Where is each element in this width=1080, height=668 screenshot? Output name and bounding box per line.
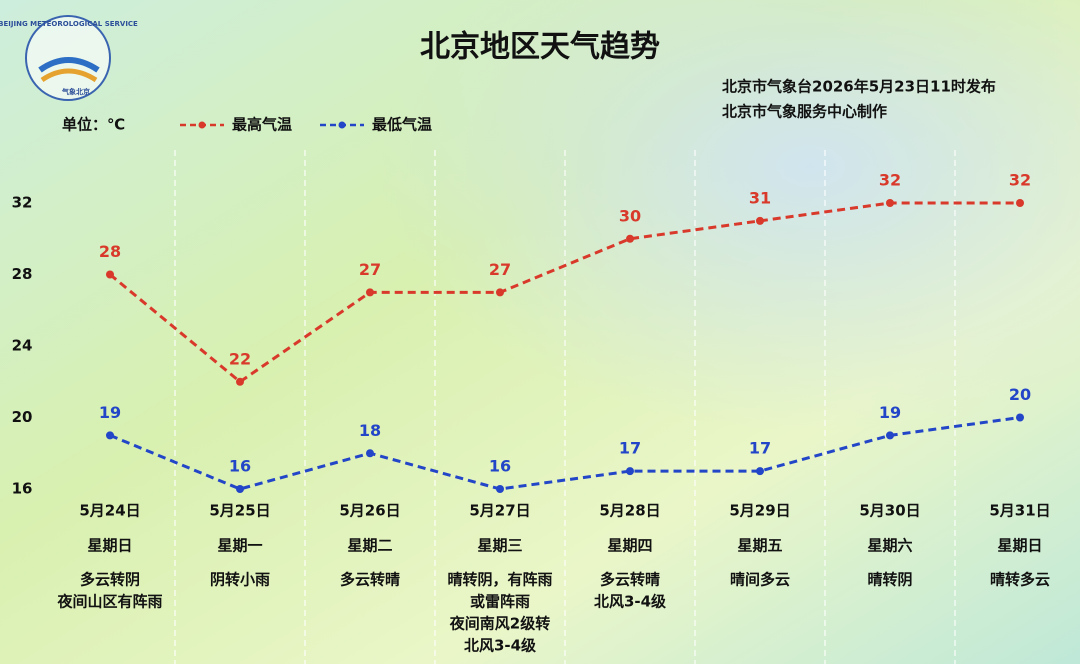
weather-text: 晴间多云 [730,571,790,589]
weather-text: 阴转小雨 [210,571,270,589]
data-label: 27 [489,260,511,279]
x-tick-label: 5月26日 [339,502,400,520]
x-tick-label: 5月25日 [209,502,270,520]
logo-text: BEIJING METEOROLOGICAL SERVICE [0,20,138,28]
data-label: 32 [1009,171,1031,190]
data-label: 16 [489,457,511,476]
weekday: 星期二 [347,537,392,555]
weekday: 星期日 [997,537,1042,555]
x-tick-label: 5月31日 [989,502,1050,520]
series-line [109,201,1020,384]
data-label: 30 [619,206,641,225]
publisher: 北京市气象台2026年5月23日11时发布 [722,78,996,96]
y-tick-label: 32 [12,194,33,212]
data-label: 16 [229,457,251,476]
y-tick-label: 24 [12,337,33,355]
y-tick-label: 16 [12,480,33,498]
data-point [236,377,244,386]
legend-marker [198,121,206,129]
data-point [496,288,504,297]
x-tick-label: 5月24日 [79,502,140,520]
logo-text: 气象北京 [61,87,90,96]
weather-text: 或雷阵雨 [470,593,530,611]
data-label: 19 [99,403,121,422]
weekday: 星期四 [607,537,652,555]
publisher: 北京市气象服务中心制作 [722,103,887,121]
data-label: 19 [879,403,901,422]
data-point [756,467,764,476]
data-point [236,485,244,493]
data-label: 31 [749,188,771,207]
data-point [626,467,634,476]
legend-label: 最低气温 [372,116,432,134]
x-tick-label: 5月30日 [859,502,920,520]
legend-label: 最高气温 [232,116,292,134]
weather-text: 多云转晴 [340,571,400,589]
data-label: 32 [879,171,901,190]
data-point [1016,199,1024,207]
data-point [756,216,764,225]
data-label: 28 [99,242,121,261]
data-label: 20 [1009,385,1031,404]
y-tick-label: 20 [12,408,33,426]
data-point [366,449,374,458]
x-tick-label: 5月28日 [599,502,660,520]
data-label: 17 [749,439,771,458]
logo: BEIJING METEOROLOGICAL SERVICE 气象北京 [0,15,138,101]
data-point [366,288,374,297]
weather-text: 多云转晴 [600,571,660,589]
data-label: 22 [229,349,251,368]
weather-text: 夜间南风2级转 [449,615,550,633]
data-label: 18 [359,421,381,440]
data-point [496,485,504,493]
data-point [886,431,894,440]
weather-text: 北风3-4级 [464,637,537,655]
y-tick-label: 28 [12,265,33,283]
data-point [106,431,114,440]
weekday: 星期五 [737,537,782,555]
weather-text: 晴转多云 [990,571,1050,589]
data-point [106,270,114,279]
weather-text: 晴转阴 [867,571,912,589]
series-line [109,416,1021,491]
data-point [886,199,894,207]
weather-text: 北风3-4级 [594,593,667,611]
x-tick-label: 5月27日 [469,502,530,520]
weekday: 星期一 [217,537,262,555]
data-point [1016,413,1024,422]
weather-text: 夜间山区有阵雨 [56,593,162,611]
chart-title: 北京地区天气趋势 [420,30,660,65]
x-tick-label: 5月29日 [729,502,790,520]
weather-text: 晴转阴，有阵雨 [447,571,552,589]
weekday: 星期日 [87,537,132,555]
data-point [626,234,634,243]
weekday: 星期六 [867,537,912,555]
legend-marker [338,121,346,129]
data-label: 17 [619,439,641,458]
data-label: 27 [359,260,381,279]
unit-label: 单位：℃ [62,116,125,134]
weekday: 星期三 [477,537,522,555]
weather-text: 多云转阴 [80,571,140,589]
